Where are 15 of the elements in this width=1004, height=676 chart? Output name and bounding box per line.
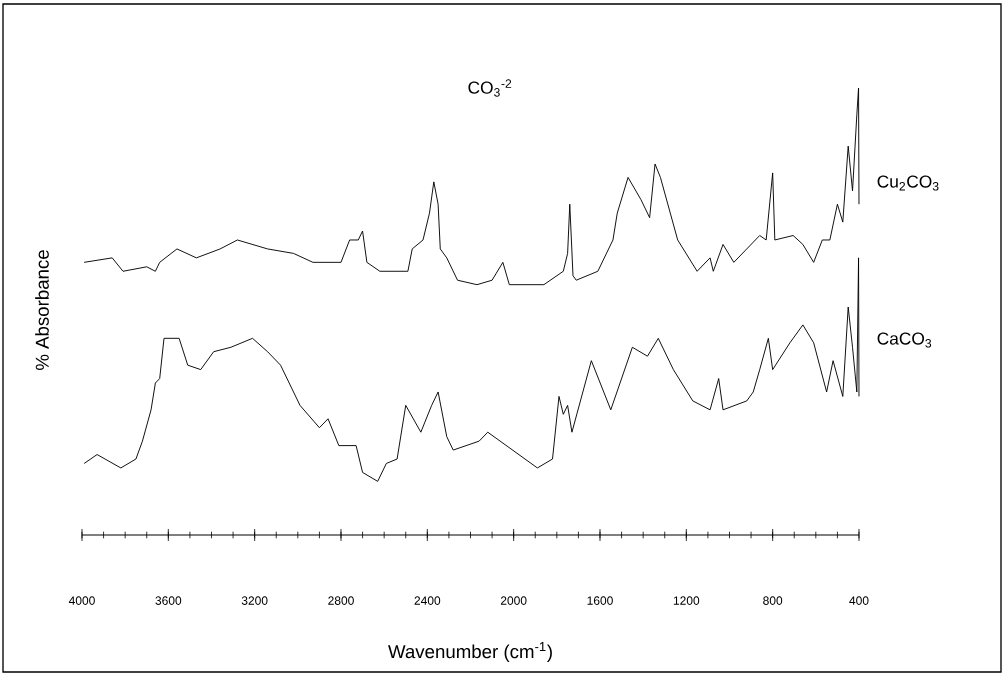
annotation: CO$_{3}$-2 bbox=[468, 79, 512, 97]
x-axis-title: Wavenumber (cm$^{-1}$) bbox=[388, 642, 552, 662]
x-tick-label: 4000 bbox=[68, 596, 95, 605]
x-tick-label: 400 bbox=[849, 596, 869, 605]
y-axis-title: % Absorbance bbox=[35, 250, 49, 371]
x-tick-label: 3600 bbox=[155, 596, 182, 605]
x-tick-label: 3200 bbox=[241, 596, 268, 605]
x-tick-label: 800 bbox=[763, 596, 783, 605]
x-tick-label: 1600 bbox=[587, 596, 613, 605]
series-label: Cu$_{2}$CO$_{3}$ bbox=[877, 175, 939, 191]
x-tick-label: 2800 bbox=[328, 596, 354, 605]
x-tick-label: 2400 bbox=[414, 596, 441, 605]
x-tick-label: 1200 bbox=[673, 596, 700, 605]
x-tick-label: 2000 bbox=[500, 596, 527, 605]
series-label: CaCO$_{3}$ bbox=[877, 332, 932, 348]
